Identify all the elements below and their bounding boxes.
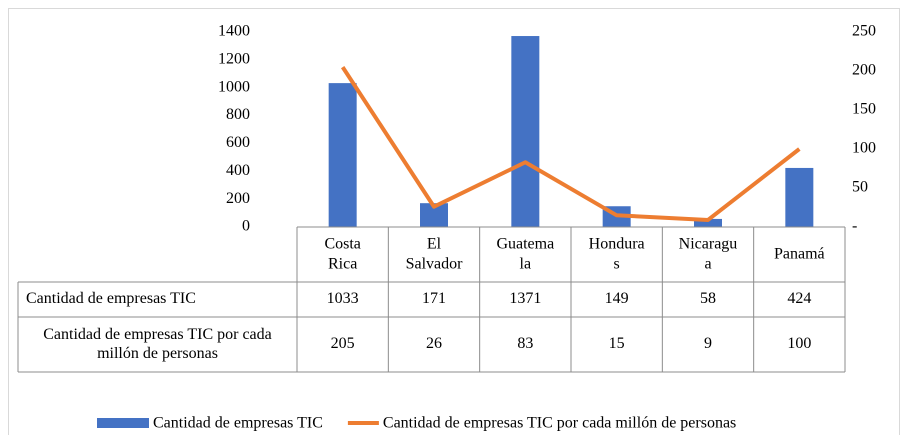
row-label: Cantidad de empresas TIC por cada millón … <box>43 326 272 362</box>
x-tick-label: Hondura s <box>589 235 645 272</box>
legend-label: Cantidad de empresas TIC <box>153 415 323 432</box>
y-tick-label: 0 <box>242 218 250 235</box>
bar <box>420 203 448 227</box>
y2-tick-label: - <box>852 218 857 235</box>
table-value: 205 <box>331 335 355 352</box>
legend-label: Cantidad de empresas TIC por cada millón… <box>383 415 736 432</box>
table-value: 171 <box>422 290 446 307</box>
y-tick-label: 600 <box>226 134 250 151</box>
bar <box>511 36 540 227</box>
x-tick-label: Costa Rica <box>324 235 360 272</box>
table-value: 424 <box>787 290 811 307</box>
y-tick-label: 400 <box>226 162 250 179</box>
table-value: 1033 <box>327 290 359 307</box>
y2-tick-label: 150 <box>852 101 876 118</box>
y2-tick-label: 100 <box>852 140 876 157</box>
x-tick-label: Panamá <box>774 245 825 262</box>
bar <box>694 218 722 227</box>
table-value: 58 <box>700 290 716 307</box>
table-value: 9 <box>704 335 712 352</box>
line <box>340 66 801 222</box>
table-value: 100 <box>787 335 811 352</box>
chart-border <box>8 8 900 435</box>
table-value: 83 <box>517 335 533 352</box>
y-tick-label: 1400 <box>218 23 250 40</box>
table-value: 26 <box>426 335 442 352</box>
y2-tick-label: 200 <box>852 62 876 79</box>
x-tick-label: Nicaragu a <box>679 235 738 272</box>
x-tick-label: Guatema la <box>496 235 554 272</box>
bar <box>785 167 814 227</box>
table-value: 1371 <box>509 290 541 307</box>
y-tick-label: 200 <box>226 190 250 207</box>
table-value: 15 <box>609 335 625 352</box>
bar <box>328 83 357 227</box>
legend-swatch <box>97 418 149 428</box>
y2-tick-label: 50 <box>852 179 868 196</box>
y-tick-label: 800 <box>226 106 250 123</box>
x-tick-label: El Salvador <box>406 235 464 272</box>
y-tick-label: 1200 <box>218 51 250 68</box>
row-label: Cantidad de empresas TIC <box>26 290 196 307</box>
y-tick-label: 1000 <box>218 78 250 95</box>
table-value: 149 <box>605 290 629 307</box>
y2-tick-label: 250 <box>852 23 876 40</box>
